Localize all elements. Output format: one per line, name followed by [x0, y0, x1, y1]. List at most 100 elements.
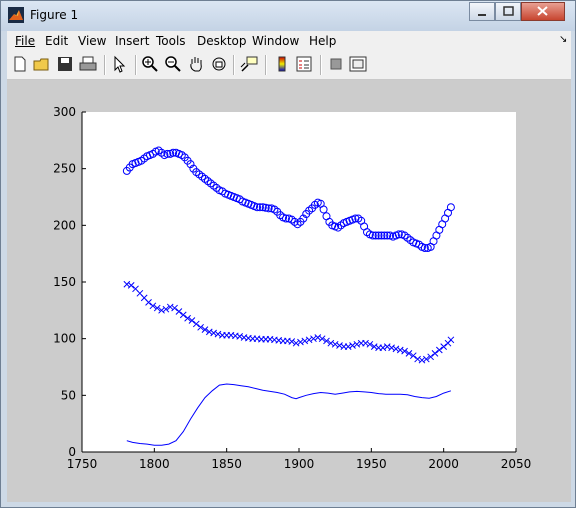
y-tick-label: 150 [53, 275, 76, 289]
x-marker-point [388, 344, 395, 352]
toolbar-separator [320, 55, 322, 75]
toolbar-separator [135, 55, 137, 75]
x-marker-point [327, 339, 335, 347]
x-marker-point [336, 342, 343, 349]
x-marker-point [447, 336, 455, 344]
x-marker-point [288, 338, 296, 345]
x-marker-point [171, 304, 178, 312]
x-marker-point [349, 342, 356, 349]
y-tick-label: 250 [53, 162, 76, 176]
x-marker-point [184, 314, 191, 322]
x-marker-point [414, 355, 421, 363]
circle-marker-point [377, 231, 386, 240]
y-tick-label: 100 [53, 332, 76, 346]
y-tick-label: 0 [68, 445, 76, 459]
x-marker-point [435, 346, 443, 354]
y-tick-label: 50 [61, 388, 76, 402]
x-marker-point [331, 340, 339, 348]
x-marker-point [214, 330, 222, 338]
x-marker-point [353, 340, 361, 348]
circle-marker-point [264, 204, 273, 213]
series-layer [122, 146, 455, 446]
legend-icon[interactable] [295, 55, 313, 73]
circle-marker-point [281, 214, 290, 223]
x-marker-point [323, 337, 330, 345]
rotate-3d-icon[interactable] [210, 55, 228, 73]
x-marker-point [422, 355, 430, 363]
print-icon[interactable] [79, 55, 97, 73]
menu-edit[interactable]: Edit [45, 34, 69, 48]
x-tick-label: 1800 [139, 457, 170, 471]
minimize-button[interactable] [469, 2, 495, 21]
x-marker-point [409, 352, 417, 360]
figure-canvas: 1750 1800 1850 1900 1950 2000 2050 0 50 100 150 200… [7, 80, 571, 502]
y-tick-label: 200 [53, 218, 76, 232]
x-marker-point [127, 282, 135, 289]
x-marker-point [379, 344, 387, 352]
menu-insert[interactable]: Insert [115, 34, 150, 48]
x-marker-point [205, 328, 213, 336]
x-marker-point [305, 336, 313, 344]
x-marker-point [405, 350, 413, 357]
matlab-logo-icon [8, 7, 24, 23]
menu-window[interactable]: Window [252, 34, 300, 48]
edit-plot-icon[interactable] [111, 55, 129, 73]
zoom-out-icon[interactable] [164, 55, 182, 73]
show-plot-tools-icon[interactable] [349, 55, 367, 73]
window-title: Figure 1 [30, 8, 79, 22]
x-tick-label: 1850 [211, 457, 242, 471]
circle-marker-point [371, 231, 380, 240]
x-marker-point [310, 335, 317, 343]
x-marker-point [236, 333, 244, 340]
new-figure-icon[interactable] [11, 55, 29, 73]
axes-background[interactable] [82, 112, 516, 452]
x-marker-point [392, 345, 400, 353]
x-marker-point [318, 335, 326, 343]
save-icon[interactable] [56, 55, 74, 73]
x-marker-point [366, 340, 374, 348]
open-file-icon[interactable] [33, 55, 51, 73]
hide-plot-tools-icon[interactable] [327, 55, 345, 73]
x-marker-point [362, 339, 369, 347]
x-marker-point [301, 337, 309, 345]
circle-marker-point [169, 148, 178, 157]
x-tick-label: 2050 [501, 457, 532, 471]
circle-marker-point [163, 149, 172, 158]
x-marker-point [201, 326, 209, 333]
close-button[interactable] [521, 2, 565, 21]
menu-desktop[interactable]: Desktop [197, 34, 247, 48]
circle-marker-point [255, 203, 264, 212]
colorbar-icon[interactable] [273, 55, 291, 73]
toolbar-separator [104, 55, 106, 75]
menu-file[interactable]: File [15, 34, 36, 48]
x-marker-point [401, 347, 408, 355]
minimize-icon [478, 14, 486, 16]
title-bar[interactable]: Figure 1 [1, 1, 575, 31]
y-tick-label: 300 [53, 105, 76, 119]
x-marker-point [396, 346, 404, 354]
pan-icon[interactable] [187, 55, 205, 73]
circle-marker-point [420, 244, 429, 252]
x-marker-point [166, 303, 174, 311]
zoom-in-icon[interactable] [141, 55, 159, 73]
circle-marker-point [446, 203, 455, 212]
maximize-button[interactable] [495, 2, 521, 21]
x-marker-point [158, 306, 165, 314]
menu-view[interactable]: View [78, 34, 107, 48]
plot-svg: 1750 1800 1850 1900 1950 2000 2050 0 50 100 150 200… [53, 105, 532, 471]
x-marker-point [175, 308, 183, 315]
x-marker-point [210, 329, 218, 337]
close-icon [537, 6, 548, 16]
data-cursor-icon[interactable] [240, 55, 258, 73]
x-marker-point [418, 356, 426, 364]
series-line-0 [126, 383, 452, 446]
x-marker-point [145, 299, 152, 306]
menu-tools[interactable]: Tools [156, 34, 186, 48]
x-marker-point [427, 353, 435, 361]
x-marker-point [440, 343, 448, 350]
x-tick-label: 1900 [284, 457, 315, 471]
x-tick-label: 2000 [428, 457, 459, 471]
dock-arrow-icon[interactable]: ↘ [559, 34, 568, 45]
menu-help[interactable]: Help [309, 34, 337, 48]
